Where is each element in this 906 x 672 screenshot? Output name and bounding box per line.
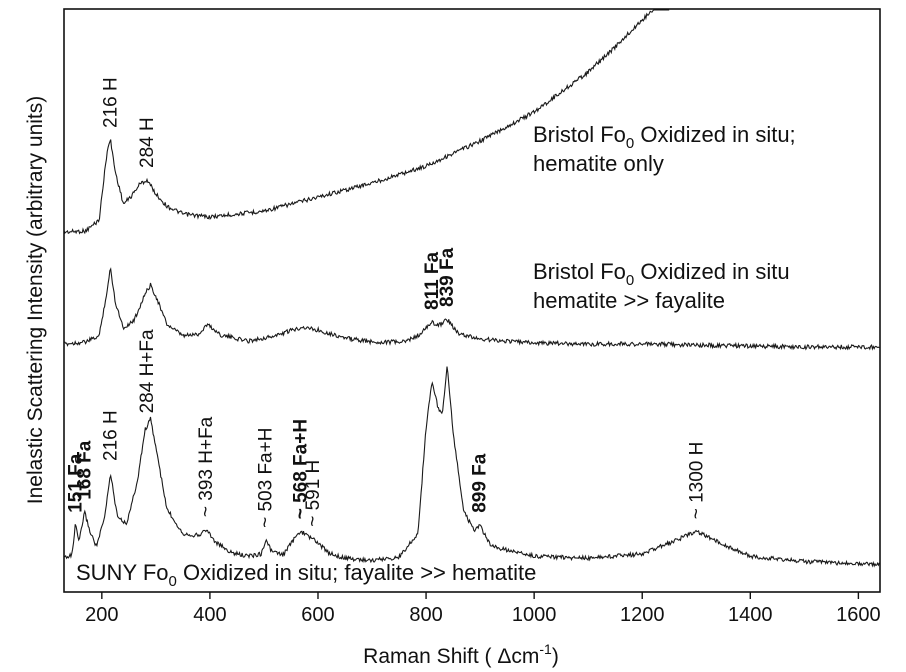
peak-annotation: 216 H <box>101 410 122 461</box>
spectrum-trace-top <box>63 9 670 235</box>
y-axis-title: Inelastic Scattering Intensity (arbitrar… <box>24 96 47 505</box>
series-description-middle: hematite >> fayalite <box>533 288 725 313</box>
x-tick-label: 800 <box>409 604 442 626</box>
peak-annotation: ~ 591 H <box>303 460 324 527</box>
peak-annotation: 284 H+Fa <box>137 329 158 413</box>
series-description-bottom: SUNY Fo0 Oxidized in situ; fayalite >> h… <box>76 560 536 590</box>
x-tick-label: 400 <box>193 604 226 626</box>
peak-annotation: 811 Fa <box>422 251 443 310</box>
peak-annotation: ~ 1300 H <box>686 442 707 520</box>
x-tick-label: 1000 <box>512 604 557 626</box>
peak-annotation: 216 H <box>101 77 122 128</box>
x-tick-label: 600 <box>301 604 334 626</box>
series-description-middle: Bristol Fo0 Oxidized in situ <box>533 259 790 289</box>
x-tick-label: 200 <box>85 604 118 626</box>
series-description-top: Bristol Fo0 Oxidized in situ; <box>533 122 796 152</box>
x-tick-label: 1600 <box>836 604 881 626</box>
spectrum-trace-middle <box>63 267 880 351</box>
peak-annotation: 899 Fa <box>470 453 491 513</box>
x-axis-title: Raman Shift ( Δcm-1) <box>363 641 559 668</box>
peak-annotation: ~ 503 Fa+H <box>256 428 277 528</box>
peak-annotation: 151 Fa <box>65 453 86 513</box>
spectra-traces <box>63 9 880 568</box>
plot-frame <box>63 8 881 593</box>
series-descriptions: Bristol Fo0 Oxidized in situ;hematite on… <box>76 122 796 590</box>
x-tick-label: 1200 <box>620 604 665 626</box>
x-tick-label: 1400 <box>728 604 773 626</box>
x-axis-ticks: 200 400 600 800 1000 1200 1400 1600 <box>85 592 881 626</box>
peak-annotation: 839 Fa <box>437 247 458 307</box>
series-description-top: hematite only <box>533 151 664 176</box>
spectrum-trace-bottom <box>63 366 880 568</box>
peak-annotation: ~ 568 Fa+H <box>291 419 312 519</box>
peak-annotation: 168 Fa <box>75 440 96 500</box>
peak-annotation: 284 H <box>137 117 158 168</box>
peak-annotation: ~ 393 H+Fa <box>196 416 217 517</box>
